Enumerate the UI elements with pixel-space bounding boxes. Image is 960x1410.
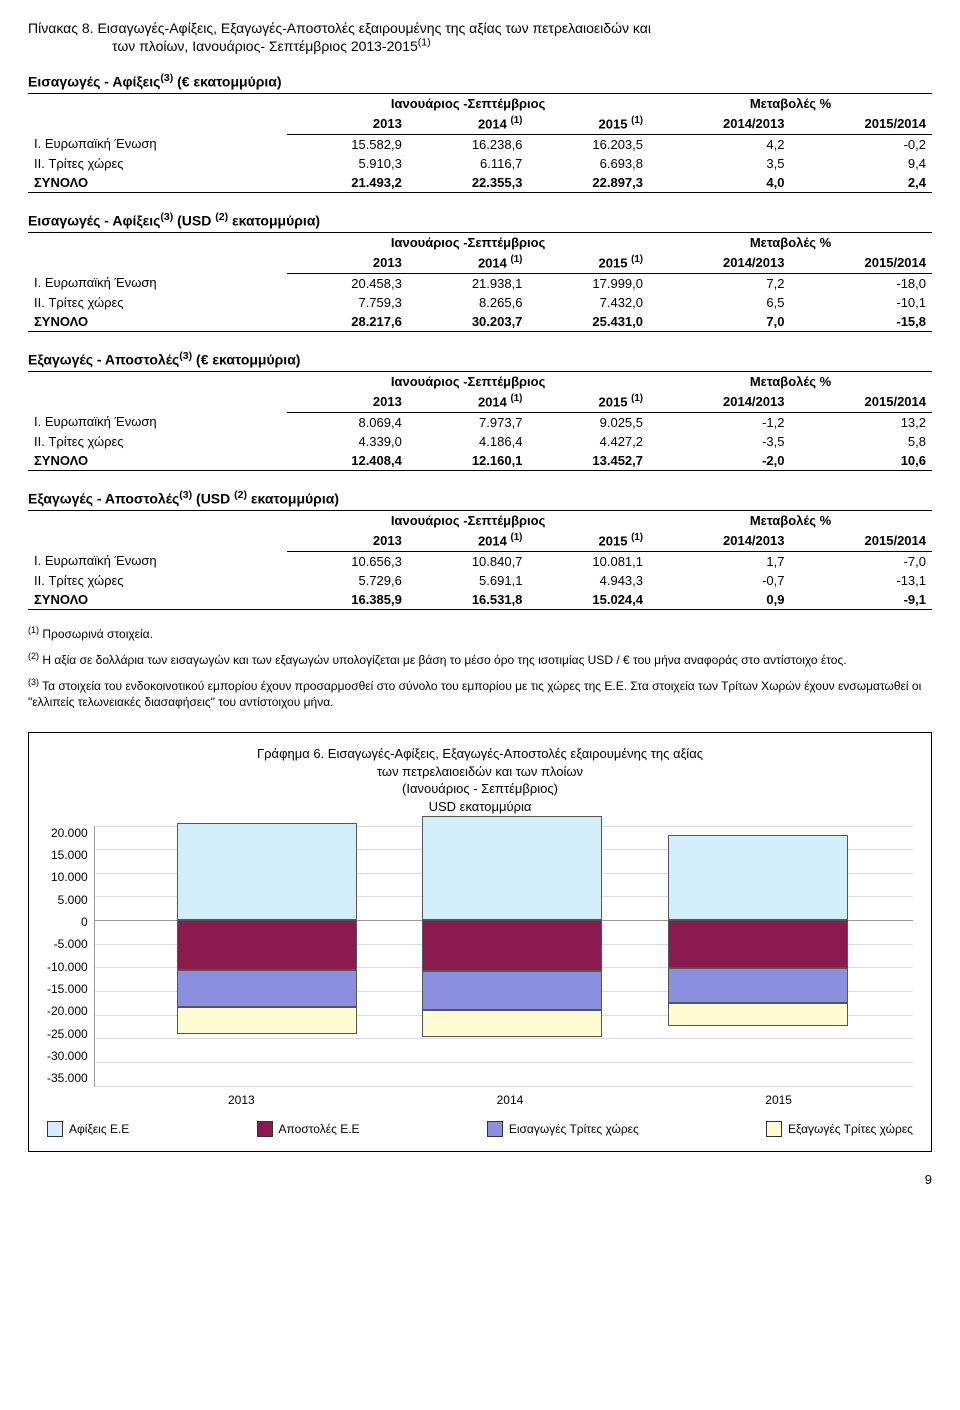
chart-plot bbox=[94, 826, 913, 1087]
table-row: I. Ευρωπαϊκή Ένωση20.458,321.938,117.999… bbox=[28, 273, 932, 293]
fn1: Προσωρινά στοιχεία. bbox=[39, 627, 153, 641]
table-row: I. Ευρωπαϊκή Ένωση15.582,916.238,616.203… bbox=[28, 134, 932, 154]
legend-item: Εισαγωγές Τρίτες χώρες bbox=[487, 1121, 639, 1137]
legend-swatch bbox=[257, 1121, 273, 1137]
bar-segment bbox=[668, 835, 848, 920]
y-tick-label: -30.000 bbox=[47, 1049, 88, 1063]
bar-segment bbox=[668, 968, 848, 1003]
table-row: II. Τρίτες χώρες5.910,36.116,76.693,83,5… bbox=[28, 154, 932, 173]
y-tick-label: -15.000 bbox=[47, 982, 88, 996]
table-section-heading: Εισαγωγές - Αφίξεις(3) (€ εκατομμύρια) bbox=[28, 72, 932, 90]
y-tick-label: -35.000 bbox=[47, 1071, 88, 1085]
table-section-heading: Εισαγωγές - Αφίξεις(3) (USD (2) εκατομμύ… bbox=[28, 211, 932, 229]
chart-title-l2: των πετρελαιοειδών και των πλοίων bbox=[377, 764, 583, 779]
y-tick-label: 0 bbox=[81, 915, 88, 929]
bar-segment bbox=[668, 1003, 848, 1026]
x-tick-label: 2015 bbox=[765, 1093, 792, 1107]
x-tick-label: 2014 bbox=[497, 1093, 524, 1107]
legend-label: Εισαγωγές Τρίτες χώρες bbox=[509, 1122, 639, 1136]
bar-segment bbox=[177, 970, 357, 1007]
data-table: Ιανουάριος -ΣεπτέμβριοςΜεταβολές %201320… bbox=[28, 232, 932, 331]
legend-swatch bbox=[766, 1121, 782, 1137]
table-row: I. Ευρωπαϊκή Ένωση8.069,47.973,79.025,5-… bbox=[28, 412, 932, 432]
data-table: Ιανουάριος -ΣεπτέμβριοςΜεταβολές %201320… bbox=[28, 93, 932, 192]
chart-title: Γράφημα 6. Εισαγωγές-Αφίξεις, Εξαγωγές-Α… bbox=[47, 745, 913, 815]
bar-segment bbox=[177, 823, 357, 920]
chart-title-l1: Γράφημα 6. Εισαγωγές-Αφίξεις, Εξαγωγές-Α… bbox=[257, 746, 703, 761]
fn2-sup: (2) bbox=[28, 651, 39, 661]
legend-item: Εξαγωγές Τρίτες χώρες bbox=[766, 1121, 913, 1137]
title-sup: (1) bbox=[418, 36, 431, 48]
y-tick-label: 5.000 bbox=[58, 893, 88, 907]
legend-item: Αποστολές Ε.Ε bbox=[257, 1121, 360, 1137]
footnotes: (1) Προσωρινά στοιχεία. (2) Η αξία σε δο… bbox=[28, 624, 932, 711]
bar-segment bbox=[177, 1007, 357, 1034]
bar-segment bbox=[422, 1010, 602, 1037]
y-tick-label: -25.000 bbox=[47, 1027, 88, 1041]
table-row: ΣΥΝΟΛΟ28.217,630.203,725.431,07,0-15,8 bbox=[28, 312, 932, 332]
bar-group bbox=[668, 826, 848, 1086]
table-row: ΣΥΝΟΛΟ12.408,412.160,113.452,7-2,010,6 bbox=[28, 451, 932, 471]
fn2: Η αξία σε δολλάρια των εισαγωγών και των… bbox=[39, 653, 847, 667]
gridline bbox=[95, 1086, 913, 1087]
legend-label: Αφίξεις Ε.Ε bbox=[69, 1122, 129, 1136]
bar-segment bbox=[177, 920, 357, 970]
bar-group bbox=[177, 826, 357, 1086]
y-tick-label: -5.000 bbox=[54, 937, 88, 951]
legend-swatch bbox=[47, 1121, 63, 1137]
y-tick-label: 20.000 bbox=[51, 826, 88, 840]
table-row: ΣΥΝΟΛΟ21.493,222.355,322.897,34,02,4 bbox=[28, 173, 932, 193]
table-row: ΣΥΝΟΛΟ16.385,916.531,815.024,40,9-9,1 bbox=[28, 590, 932, 610]
bar-segment bbox=[422, 816, 602, 920]
page-title: Πίνακας 8. Εισαγωγές-Αφίξεις, Εξαγωγές-Α… bbox=[28, 20, 932, 54]
bar-segment bbox=[668, 920, 848, 968]
chart-title-l4: USD εκατομμύρια bbox=[429, 799, 532, 814]
y-tick-label: -10.000 bbox=[47, 960, 88, 974]
title-line1: Πίνακας 8. Εισαγωγές-Αφίξεις, Εξαγωγές-Α… bbox=[28, 20, 651, 36]
data-table: Ιανουάριος -ΣεπτέμβριοςΜεταβολές %201320… bbox=[28, 371, 932, 470]
chart-x-labels: 2013 2014 2015 bbox=[107, 1093, 913, 1107]
legend-label: Εξαγωγές Τρίτες χώρες bbox=[788, 1122, 913, 1136]
y-tick-label: 15.000 bbox=[51, 848, 88, 862]
fn3-sup: (3) bbox=[28, 677, 39, 687]
chart-y-axis: 20.000 15.000 10.000 5.000 0 -5.000 -10.000 -15… bbox=[47, 826, 94, 1086]
legend-label: Αποστολές Ε.Ε bbox=[279, 1122, 360, 1136]
bar-segment bbox=[422, 971, 602, 1010]
chart-legend: Αφίξεις Ε.Ε Αποστολές Ε.Ε Εισαγωγές Τρίτες… bbox=[47, 1121, 913, 1137]
title-line2: των πλοίων, Ιανουάριος- Σεπτέμβριος 2013… bbox=[112, 38, 418, 54]
bar-segment bbox=[422, 920, 602, 971]
y-tick-label: -20.000 bbox=[47, 1004, 88, 1018]
bar-group bbox=[422, 826, 602, 1086]
table-section-heading: Εξαγωγές - Αποστολές(3) (€ εκατομμύρια) bbox=[28, 350, 932, 368]
table-row: I. Ευρωπαϊκή Ένωση10.656,310.840,710.081… bbox=[28, 551, 932, 571]
chart-title-l3: (Ιανουάριος - Σεπτέμβριος) bbox=[402, 781, 558, 796]
table-row: II. Τρίτες χώρες4.339,04.186,44.427,2-3,… bbox=[28, 432, 932, 451]
data-table: Ιανουάριος -ΣεπτέμβριοςΜεταβολές %201320… bbox=[28, 510, 932, 609]
legend-item: Αφίξεις Ε.Ε bbox=[47, 1121, 129, 1137]
chart: Γράφημα 6. Εισαγωγές-Αφίξεις, Εξαγωγές-Α… bbox=[28, 732, 932, 1151]
x-tick-label: 2013 bbox=[228, 1093, 255, 1107]
fn3: Τα στοιχεία του ενδοκοινοτικού εμπορίου … bbox=[28, 679, 921, 709]
y-tick-label: 10.000 bbox=[51, 870, 88, 884]
table-section-heading: Εξαγωγές - Αποστολές(3) (USD (2) εκατομμ… bbox=[28, 489, 932, 507]
table-row: II. Τρίτες χώρες7.759,38.265,67.432,06,5… bbox=[28, 293, 932, 312]
table-row: II. Τρίτες χώρες5.729,65.691,14.943,3-0,… bbox=[28, 571, 932, 590]
fn1-sup: (1) bbox=[28, 625, 39, 635]
legend-swatch bbox=[487, 1121, 503, 1137]
page-number: 9 bbox=[28, 1172, 932, 1187]
